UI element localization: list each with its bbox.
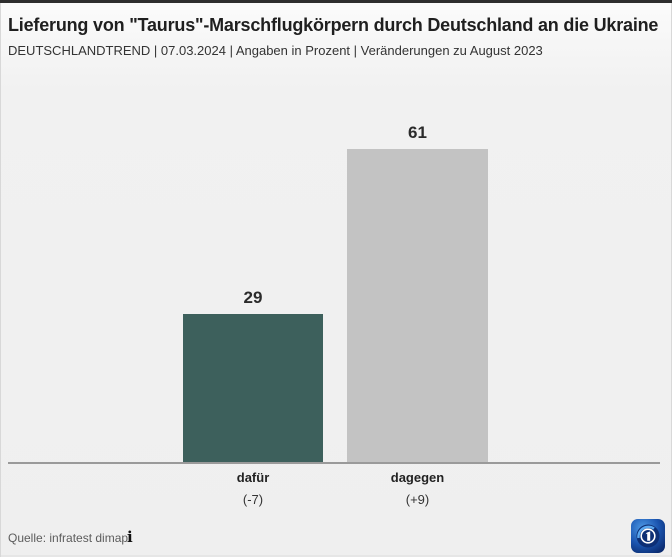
bar-group-dagegen: 61 <box>347 123 488 463</box>
x-axis-line <box>8 462 660 464</box>
category-name: dafür <box>236 470 270 485</box>
bar-group-dafuer: 29 <box>183 288 323 463</box>
ard-logo <box>631 519 665 553</box>
bar-dafuer <box>183 313 323 463</box>
info-icon[interactable]: i <box>127 528 133 546</box>
bar-chart-plot: 29 61 <box>0 95 672 557</box>
source-label: Quelle: infratest dimap <box>8 531 129 545</box>
category-label-dagegen: dagegen (+9) <box>347 470 488 507</box>
category-change: (-7) <box>242 492 264 507</box>
category-name: dagegen <box>390 470 445 485</box>
chart-header: Lieferung von "Taurus"-Marschflugkörpern… <box>8 12 664 59</box>
chart-subtitle: DEUTSCHLANDTREND | 07.03.2024 | Angaben … <box>8 43 543 58</box>
bar-value-label: 61 <box>408 122 427 142</box>
page-title: Lieferung von "Taurus"-Marschflugkörpern… <box>8 15 659 35</box>
category-change: (+9) <box>405 492 430 507</box>
category-label-dafuer: dafür (-7) <box>183 470 323 507</box>
ard-logo-icon <box>631 519 665 553</box>
bar-value-label: 29 <box>243 287 263 307</box>
bar-dagegen <box>347 148 488 463</box>
top-accent-border <box>0 0 672 3</box>
